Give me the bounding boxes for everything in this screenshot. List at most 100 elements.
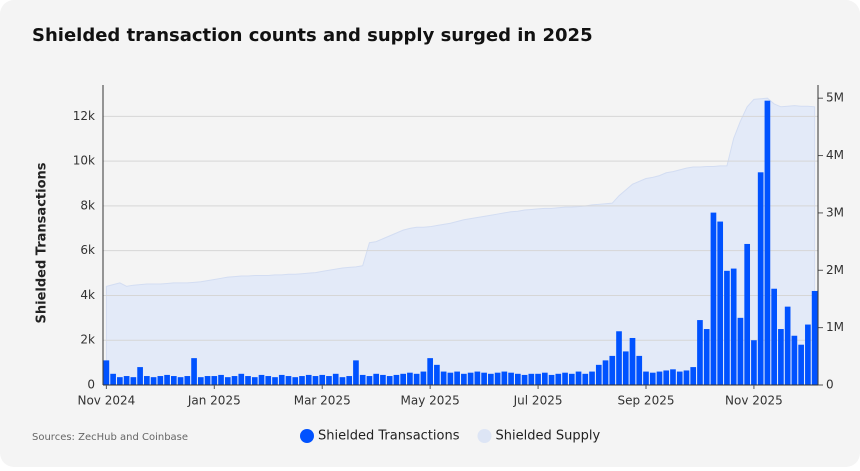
bar: [515, 373, 521, 385]
bar: [703, 329, 710, 385]
bar: [332, 373, 339, 385]
y-tick-label: 12k: [73, 109, 95, 123]
bar: [717, 221, 724, 385]
bar: [319, 374, 326, 385]
y-axis-label: Shielded Transactions: [35, 162, 50, 323]
bar: [177, 377, 184, 385]
bar: [211, 376, 218, 385]
x-tick-label: Mar 2025: [294, 394, 351, 408]
bar: [130, 377, 137, 385]
bar: [616, 331, 622, 385]
bar: [420, 371, 427, 385]
bar: [791, 335, 798, 385]
bar: [528, 373, 535, 385]
bar: [629, 337, 636, 385]
bar: [757, 172, 764, 385]
legend-label: Shielded Supply: [496, 429, 601, 444]
source: Sources: ZecHub and Coinbase: [32, 432, 188, 443]
bar: [582, 373, 589, 385]
bar: [724, 270, 730, 385]
legend-marker: [477, 429, 492, 443]
bar: [373, 373, 380, 385]
bar: [602, 360, 609, 385]
bar: [144, 376, 150, 385]
bar: [191, 358, 197, 385]
bar: [690, 367, 697, 385]
y2-tick-label: 4M: [826, 148, 844, 162]
bar: [622, 351, 629, 385]
bar: [346, 376, 353, 385]
bar: [434, 364, 440, 385]
bar: [663, 370, 670, 385]
bar: [245, 376, 251, 385]
bar: [683, 370, 690, 385]
bar: [312, 376, 319, 385]
bar: [805, 324, 811, 385]
bar: [461, 373, 467, 385]
bar: [137, 367, 143, 385]
bar: [778, 329, 784, 385]
bar: [676, 371, 683, 385]
bar: [386, 376, 393, 385]
bar: [292, 377, 299, 385]
plot-area: 0 2k 4k 6k 8k 10k 12k 0 1M 2M 3M 4M 5M Nov 2024 Jan 20…: [73, 85, 844, 444]
x-tick-label: Jan 2025: [187, 394, 241, 408]
bar: [548, 374, 555, 385]
bar: [541, 372, 548, 385]
bar: [467, 372, 474, 385]
bar: [811, 290, 818, 385]
bar: [494, 372, 501, 385]
bar: [589, 371, 595, 385]
bar: [238, 373, 245, 385]
legend-label: Shielded Transactions: [318, 429, 460, 444]
bar: [575, 371, 582, 385]
y2-tick-label: 0: [826, 378, 834, 392]
bar: [784, 306, 791, 385]
bar: [204, 376, 211, 385]
bar: [481, 372, 487, 385]
bar: [380, 374, 386, 385]
bar: [170, 376, 177, 385]
bar: [454, 371, 460, 385]
bar: [164, 374, 170, 385]
x-tick-label: Nov 2025: [725, 394, 783, 408]
y2-tick-label: 1M: [826, 320, 844, 334]
bar: [737, 317, 744, 385]
bar: [353, 360, 359, 385]
bar: [656, 371, 663, 385]
bar: [636, 355, 643, 385]
bar: [251, 377, 258, 385]
bar: [535, 373, 541, 385]
bar: [697, 320, 703, 385]
bar: [224, 377, 231, 385]
bar: [771, 288, 777, 385]
bar: [649, 372, 656, 385]
bar: [258, 374, 265, 385]
bar: [150, 377, 157, 385]
bar: [184, 376, 191, 385]
bar: [609, 355, 616, 385]
chart-title: Shielded transaction counts and supply s…: [32, 25, 593, 46]
bar: [474, 371, 481, 385]
bar: [440, 371, 447, 385]
bar: [555, 373, 562, 385]
bar: [710, 212, 717, 385]
bar: [359, 374, 366, 385]
bar: [278, 374, 285, 385]
bar: [764, 100, 771, 386]
bar: [393, 374, 400, 385]
x-tick-label: Jul 2025: [513, 394, 563, 408]
x-tick-label: May 2025: [401, 394, 460, 408]
y-tick-label: 8k: [80, 198, 95, 212]
y-tick-label: 2k: [80, 333, 95, 347]
bar: [488, 373, 494, 385]
bar: [447, 372, 454, 385]
y2-tick-label: 5M: [826, 91, 844, 105]
bar: [326, 376, 332, 385]
bar: [643, 371, 649, 385]
bar: [265, 376, 272, 385]
y2-tick-label: 3M: [826, 205, 844, 219]
bar: [670, 369, 676, 385]
bar: [730, 268, 737, 385]
bar: [299, 376, 305, 385]
